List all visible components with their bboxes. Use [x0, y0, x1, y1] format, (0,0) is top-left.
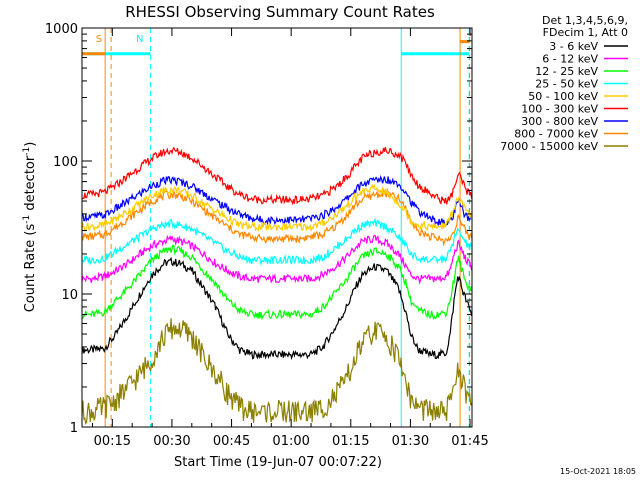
timestamp: 15-Oct-2021 18:05: [560, 467, 636, 476]
series-line-100-300-kev: [81, 146, 473, 206]
x-tick-label-00-15: 00:15: [94, 434, 131, 449]
series-line-50-100-kev: [81, 183, 473, 233]
x-tick-label-01-15: 01:15: [332, 434, 369, 449]
chart-title: RHESSI Observing Summary Count Rates: [125, 3, 435, 21]
legend-header-1: FDecim 1, Att 0: [543, 26, 628, 39]
marker-label-n: N: [136, 34, 143, 45]
y-tick-label-10: 10: [61, 288, 78, 303]
marker-label-s: S: [96, 34, 102, 45]
x-axis-label: Start Time (19-Jun-07 00:07:22): [174, 455, 382, 470]
y-tick-label-1000: 1000: [45, 22, 78, 37]
series-line-12-25-kev: [81, 244, 473, 321]
y-tick-label-100: 100: [53, 155, 78, 170]
legend: Det 1,3,4,5,6,9,FDecim 1, Att 03 - 6 keV…: [500, 14, 628, 153]
series-line-300-800-kev: [81, 175, 473, 228]
legend-header-0: Det 1,3,4,5,6,9,: [542, 14, 628, 27]
legend-label-3-6-kev: 3 - 6 keV: [549, 40, 598, 53]
legend-label-7000-15000-kev: 7000 - 15000 keV: [500, 140, 598, 153]
y-axis-label: Count Rate (s-1 detector-1): [22, 142, 38, 313]
legend-label-800-7000-kev: 800 - 7000 keV: [514, 128, 598, 141]
series-line-25-50-kev: [81, 217, 473, 267]
legend-label-12-25-kev: 12 - 25 keV: [535, 65, 598, 78]
x-tick-label-01-30: 01:30: [392, 434, 429, 449]
plot-frame: [81, 27, 473, 428]
series-line-7000-15000-kev: [81, 318, 473, 425]
x-tick-label-00-30: 00:30: [153, 434, 190, 449]
legend-label-100-300-kev: 100 - 300 keV: [521, 103, 598, 116]
x-tick-label-00-45: 00:45: [213, 434, 250, 449]
legend-label-300-800-kev: 300 - 800 keV: [521, 115, 598, 128]
x-tick-label-01-00: 01:00: [272, 434, 309, 449]
y-tick-label-1: 1: [70, 421, 78, 436]
legend-label-25-50-kev: 25 - 50 keV: [535, 78, 598, 91]
series-line-3-6-kev: [81, 256, 473, 361]
legend-label-50-100-kev: 50 - 100 keV: [528, 90, 598, 103]
legend-label-6-12-kev: 6 - 12 keV: [542, 53, 598, 66]
x-tick-label-01-45: 01:45: [451, 434, 488, 449]
series-line-6-12-kev: [81, 234, 473, 285]
